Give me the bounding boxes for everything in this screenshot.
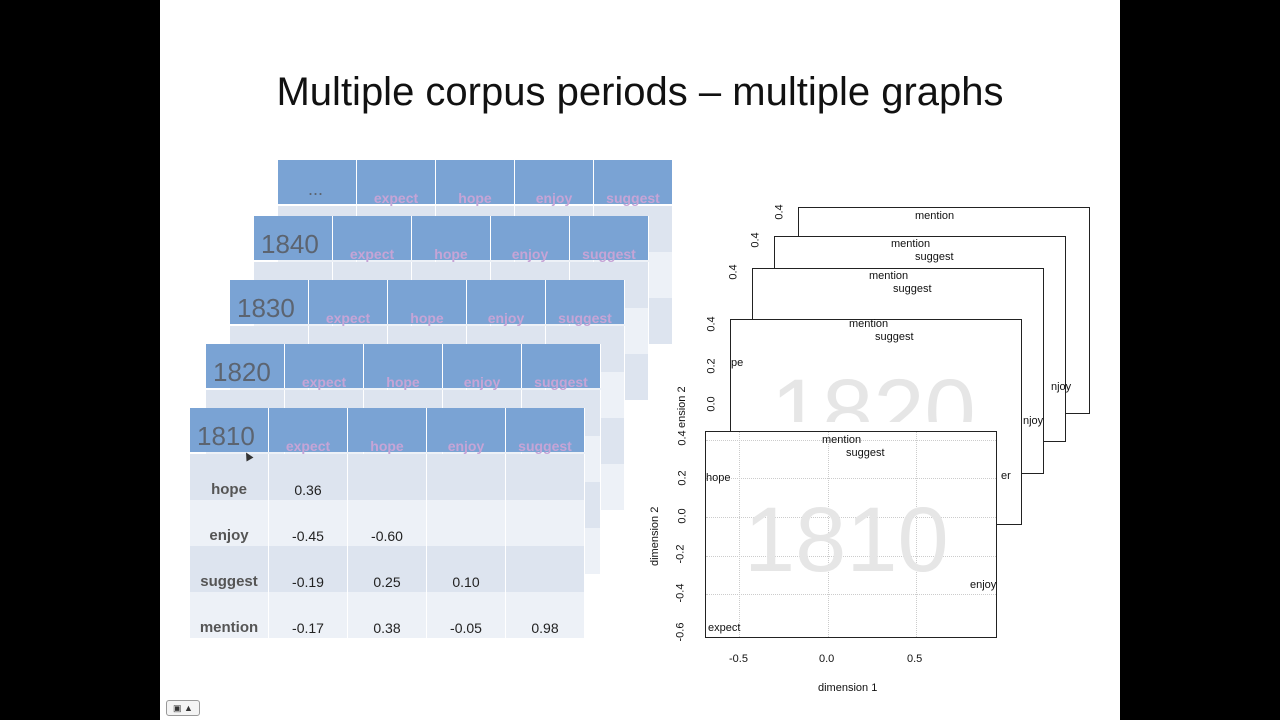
x-tick-label: 0.0	[819, 653, 835, 665]
col-header: enjoy	[447, 438, 485, 454]
period-label: ...	[308, 179, 324, 199]
y-tick-label: 0.4	[773, 204, 786, 220]
col-header: expect	[373, 190, 419, 206]
col-header: hope	[434, 246, 468, 262]
x-axis-label: dimension 1	[818, 682, 878, 694]
table-cell: -0.60	[371, 528, 403, 544]
y-tick-label: -0.4	[674, 583, 687, 603]
period-label: 1840	[261, 229, 319, 259]
point-label: suggest	[893, 283, 932, 295]
point-label: hope	[706, 472, 731, 484]
point-label: njoy	[1023, 415, 1044, 427]
row-label: hope	[211, 481, 247, 498]
table-row: enjoy -0.45 -0.60	[190, 500, 590, 546]
y-tick-label: 0.4	[749, 232, 762, 248]
col-header: enjoy	[487, 310, 525, 326]
table-cell: -0.05	[450, 620, 482, 636]
point-label: expect	[708, 622, 741, 634]
slide: Multiple corpus periods – multiple graph…	[160, 0, 1120, 720]
table-row: hope 0.36	[190, 454, 590, 500]
col-header: suggest	[518, 438, 572, 454]
col-header: expect	[285, 438, 331, 454]
point-label: er	[1001, 470, 1011, 482]
plot-frame-1810: 1810 mention suggest hope enjoy expect	[705, 431, 997, 638]
col-header: enjoy	[511, 246, 549, 262]
col-header: suggest	[558, 310, 612, 326]
period-label: 1820	[213, 357, 271, 387]
table-row: suggest -0.19 0.25 0.10	[190, 546, 590, 592]
y-tick-label: -0.6	[674, 622, 687, 642]
slide-controls-button[interactable]: ▣ ▲	[166, 700, 200, 716]
period-label: 1810	[197, 421, 255, 451]
period-label: 1830	[237, 293, 295, 323]
y-tick-label: 0.4	[705, 316, 718, 332]
point-label: njoy	[1051, 381, 1072, 393]
y-axis-label: dimension 2	[649, 506, 661, 566]
point-label: suggest	[915, 251, 954, 263]
col-header: expect	[301, 374, 347, 390]
col-header: enjoy	[463, 374, 501, 390]
point-label: mention	[869, 270, 909, 282]
col-header: hope	[458, 190, 492, 206]
point-label: suggest	[846, 447, 885, 459]
point-label: pe	[731, 357, 744, 369]
col-header: enjoy	[535, 190, 573, 206]
table-row: mention -0.17 0.38 -0.05 0.98	[190, 592, 590, 638]
table-cell: 0.10	[452, 574, 480, 590]
table-cell: 0.98	[531, 620, 559, 636]
y-tick-label: -0.2	[674, 544, 687, 564]
y-tick-label: 0.2	[676, 470, 689, 486]
y-tick-label: 0.0	[676, 508, 689, 524]
point-label: enjoy	[970, 579, 997, 591]
col-header: hope	[410, 310, 444, 326]
table-cell: -0.17	[292, 620, 324, 636]
table-cell: -0.45	[292, 528, 324, 544]
plot-watermark: 1820	[771, 361, 976, 422]
x-tick-label: -0.5	[729, 653, 748, 665]
row-label: suggest	[200, 573, 258, 590]
table-cell: -0.19	[292, 574, 324, 590]
row-label: enjoy	[209, 527, 249, 544]
point-label: mention	[822, 434, 862, 446]
point-label: mention	[849, 318, 889, 330]
col-header: hope	[370, 438, 404, 454]
x-tick-label: 0.5	[907, 653, 923, 665]
row-label: mention	[199, 619, 259, 636]
y-tick-label: 0.4	[727, 264, 740, 280]
table-cell: 0.38	[373, 620, 401, 636]
point-label: suggest	[875, 331, 914, 343]
slide-title: Multiple corpus periods – multiple graph…	[276, 70, 1004, 114]
col-header: expect	[349, 246, 395, 262]
table-cell: 0.36	[294, 482, 322, 498]
point-label: mention	[891, 238, 931, 250]
y-tick-label: 0.0	[705, 396, 718, 412]
y-axis-label: ension 2	[676, 386, 688, 428]
table-cell: 0.25	[373, 574, 401, 590]
y-tick-label: 0.4	[676, 430, 689, 446]
col-header: suggest	[582, 246, 636, 262]
col-header: suggest	[534, 374, 588, 390]
point-label: mention	[915, 210, 955, 222]
y-tick-label: 0.2	[705, 358, 718, 374]
col-header: hope	[386, 374, 420, 390]
col-header: suggest	[606, 190, 660, 206]
col-header: expect	[325, 310, 371, 326]
plot-watermark: 1810	[744, 489, 949, 591]
correlation-table-body: hope 0.36 enjoy -0.45 -0.60 suggest -0.1…	[190, 454, 590, 638]
